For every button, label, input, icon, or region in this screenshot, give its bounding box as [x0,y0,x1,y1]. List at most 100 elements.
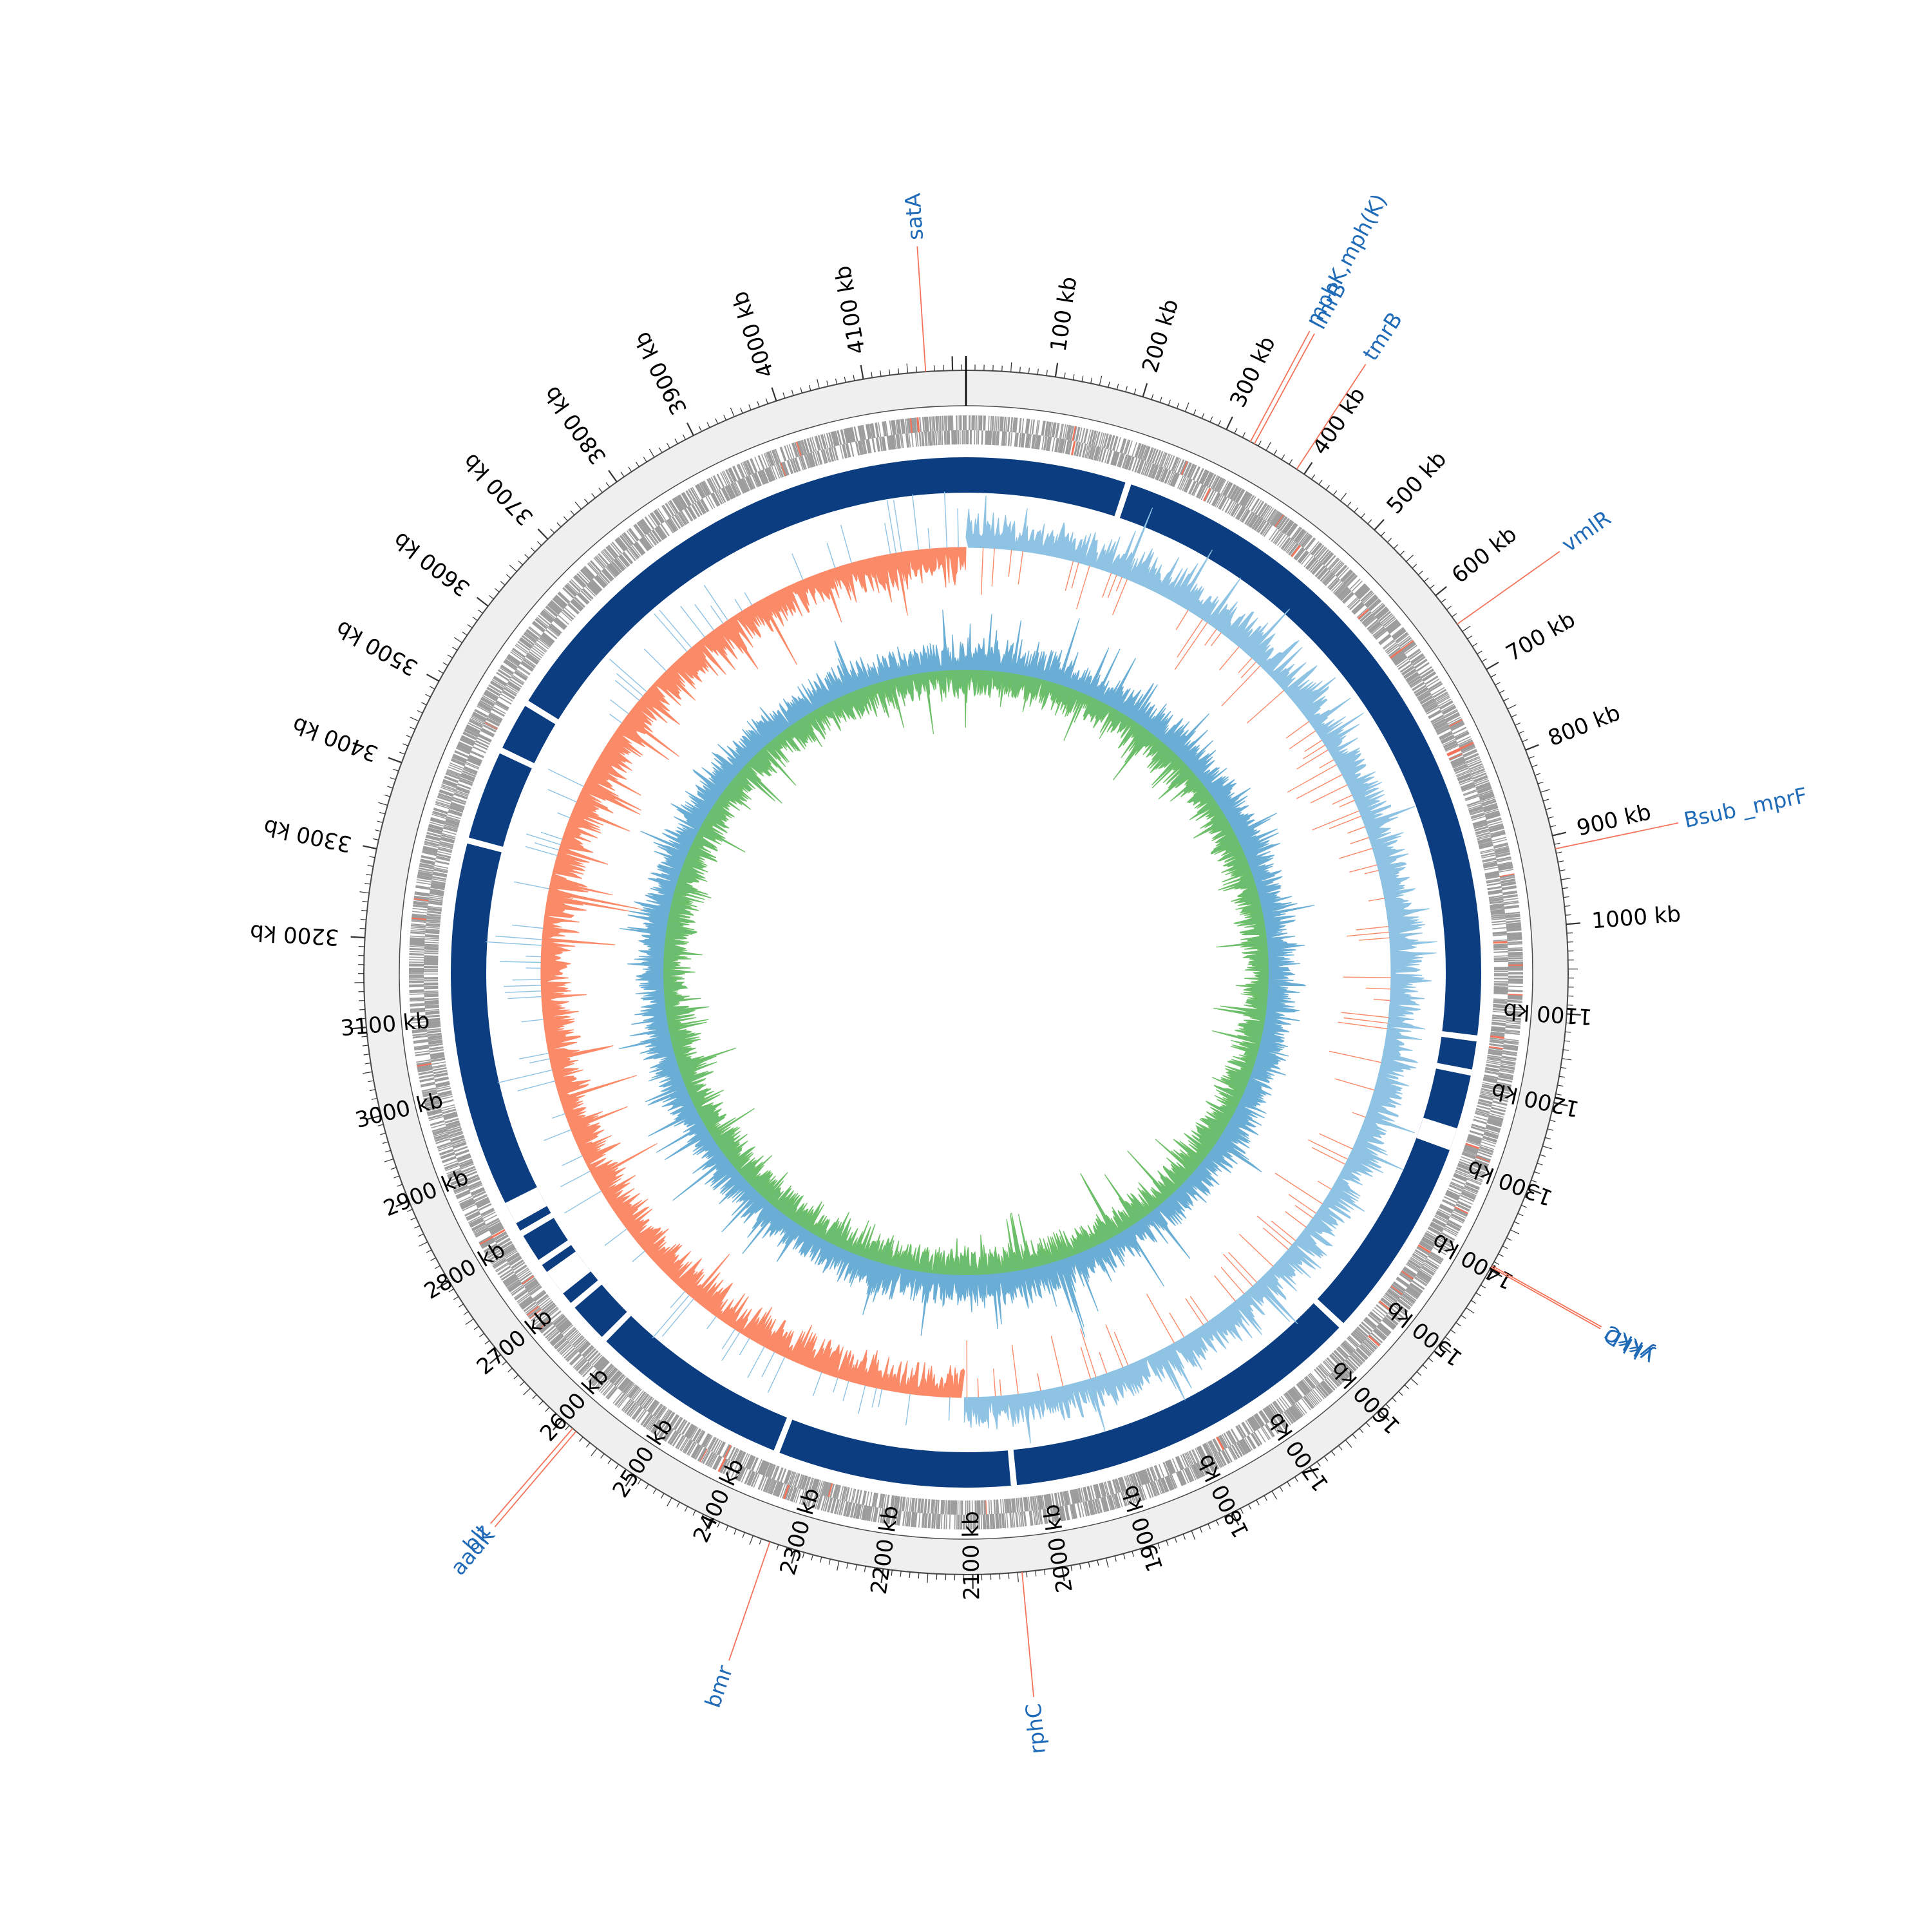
gene-feature [1378,611,1391,621]
gene-feature [911,1497,914,1512]
gene-feature [442,1108,457,1113]
gene-feature [1307,1393,1317,1406]
gene-feature [1443,706,1457,715]
gene-feature [821,1481,827,1496]
minor-tick [1193,409,1197,415]
gene-feature [442,1109,457,1115]
gene-feature [565,1349,577,1361]
gene-feature [1455,768,1469,775]
gene-feature [1453,1209,1467,1217]
major-tick [363,845,377,850]
minor-tick [649,448,655,458]
gene-feature [455,747,470,755]
gene-feature [1461,1193,1475,1200]
gene-feature [1255,1414,1264,1426]
gene-feature [509,1283,522,1293]
gene-feature [1430,1224,1443,1232]
gene-feature [1295,1403,1305,1416]
minor-tick [507,1368,513,1373]
gene-feature [1300,534,1311,547]
gene-feature [1044,1508,1048,1524]
gene-feature [1386,1291,1410,1310]
gene-feature [777,1467,784,1481]
gene-feature [455,1189,470,1197]
gene-feature [515,1265,527,1274]
gene-feature [630,1387,640,1399]
gene-feature [543,632,555,642]
gene-feature [431,1123,446,1129]
gene-feature [466,1177,480,1184]
gene-feature [539,637,551,647]
gene-feature [423,1095,439,1100]
gene-feature [1273,513,1283,527]
gene-feature [634,1390,644,1403]
gene-feature [1216,482,1231,508]
gene-feature [1332,1352,1353,1374]
gene-feature [1493,958,1508,960]
gene-feature [1450,1216,1464,1224]
minor-tick [1176,402,1180,409]
minor-tick [532,1394,537,1399]
gene-feature [413,1043,443,1049]
gene-feature [529,1308,542,1319]
gene-feature [569,1332,581,1343]
gene-feature [422,1089,437,1094]
gene-feature [1490,910,1505,913]
gene-feature [478,702,492,711]
gene-feature [457,1155,471,1162]
gene-feature [439,1150,454,1156]
gene-feature [1183,478,1190,492]
gene-feature [1009,1499,1012,1528]
gene-feature [444,775,459,782]
gene-feature [412,914,427,918]
minor-tick [828,1558,831,1565]
gene-feature [471,1222,486,1230]
gene-feature [526,1305,540,1316]
gene-feature [494,1233,507,1241]
gene-feature [690,1444,699,1457]
gene-feature [1417,1245,1430,1255]
gene-feature [996,1499,999,1529]
gene-feature [432,1129,448,1135]
gene-feature [1164,469,1171,484]
gene-feature [1349,578,1361,590]
gene-feature [1494,1094,1509,1099]
minor-tick [1551,1111,1558,1113]
major-tick [1378,1410,1390,1421]
minor-tick [458,1303,464,1308]
gene-feature [636,1408,645,1422]
gene-feature [895,1496,900,1526]
gene-feature [409,956,424,958]
gene-feature [1245,1420,1254,1433]
gene-feature [1444,710,1459,719]
major-tick [1486,661,1499,670]
gene-feature [1506,927,1522,930]
gene-feature [1248,1418,1257,1431]
minor-tick [898,368,900,374]
gene-feature [1457,735,1471,744]
gene-feature [443,1113,458,1119]
gene-feature [475,741,489,748]
gene-feature [1455,1204,1470,1212]
minor-tick [1507,704,1517,710]
gene-feature [1384,618,1396,628]
gene-feature [1470,1130,1484,1135]
gene-feature [424,957,439,959]
gene-feature [1463,748,1477,756]
gene-feature [576,1359,588,1372]
gene-feature [1065,425,1072,455]
gene-feature [1463,790,1477,797]
gene-feature [819,1481,825,1495]
gene-feature [1066,1490,1071,1505]
gene-feature [1237,507,1245,520]
minor-tick [1462,625,1471,632]
gene-feature [1047,1508,1051,1524]
gene-feature [1482,1136,1497,1142]
minor-tick [1543,799,1549,802]
gene-feature [790,1487,797,1502]
gene-feature [683,1439,692,1454]
gene-feature [1419,1242,1433,1251]
gene-feature [1383,1318,1395,1329]
gene-feature [468,1217,483,1225]
gene-feature [1475,780,1490,786]
